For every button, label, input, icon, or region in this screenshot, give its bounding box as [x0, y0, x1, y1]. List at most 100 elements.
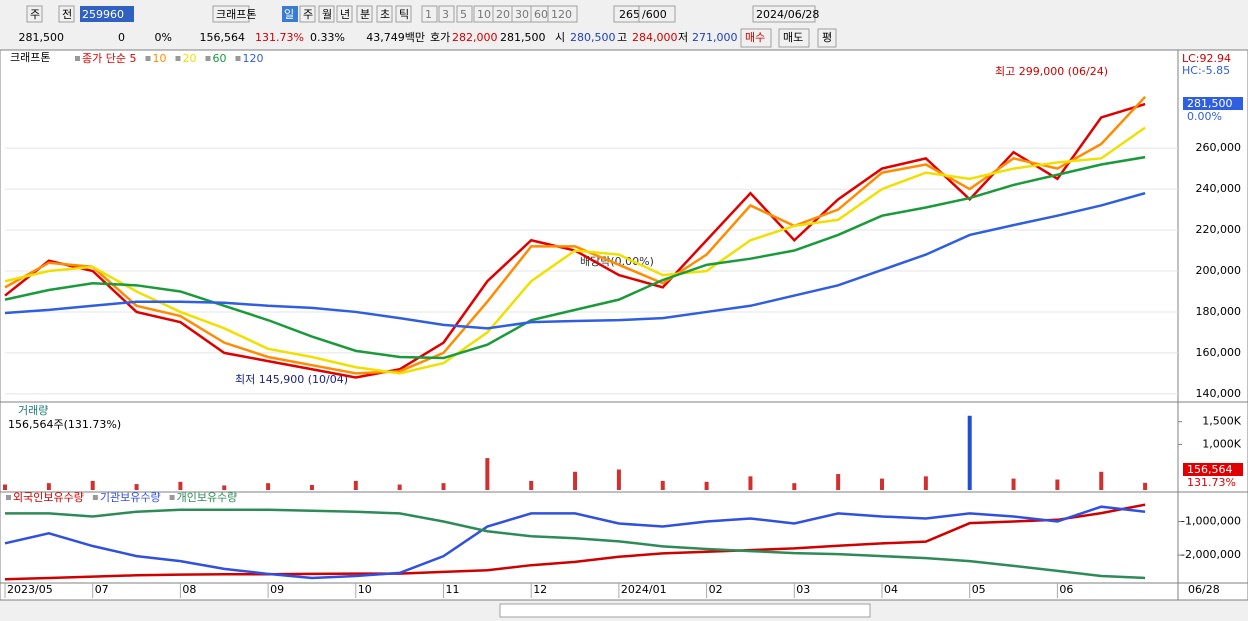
toolbar-button[interactable]	[438, 5, 455, 23]
toolbar-button[interactable]	[547, 5, 578, 23]
toolbar-item[interactable]: 주	[303, 8, 313, 21]
legend-marker	[6, 495, 11, 500]
x-tick-label: 09	[270, 583, 284, 596]
toolbar-item[interactable]: 틱	[399, 8, 409, 21]
legend-entry[interactable]: 개인보유수량	[177, 491, 238, 504]
volume-bar	[441, 483, 446, 490]
volume-bar	[46, 483, 51, 490]
x-tick-label: 07	[95, 583, 109, 596]
order-button[interactable]	[778, 28, 810, 48]
toolbar-item[interactable]: 분	[360, 8, 370, 21]
quote-item: 131.73%	[255, 31, 304, 44]
toolbar-button[interactable]	[336, 5, 353, 23]
chart-frame	[0, 49, 1248, 601]
toolbar-button[interactable]	[752, 5, 816, 23]
toolbar-item[interactable]: 10	[477, 8, 491, 21]
series-line	[4, 96, 1147, 375]
toolbar-item[interactable]: 20	[496, 8, 510, 21]
toolbar-button[interactable]	[356, 5, 373, 23]
volume-bar	[1099, 471, 1104, 490]
volume-bar	[923, 476, 928, 490]
current-change: 0.00%	[1187, 110, 1222, 123]
toolbar-item[interactable]: 2024/06/28	[756, 8, 819, 21]
scroll-track[interactable]	[499, 603, 871, 618]
toolbar-item[interactable]: 전	[62, 8, 72, 21]
toolbar-item[interactable]: 초	[380, 8, 390, 21]
legend-marker	[92, 495, 98, 500]
current-volume-box	[1183, 463, 1243, 476]
legend-marker	[145, 56, 151, 61]
volume-bar	[967, 415, 972, 490]
quote-item: 0%	[155, 31, 172, 44]
legend-entry[interactable]: 10	[152, 52, 166, 65]
quote-item: 고	[617, 31, 627, 44]
volume-bar	[90, 480, 95, 490]
toolbar-item[interactable]: 년	[340, 8, 350, 21]
y-tick-label: -1,000,000	[1181, 514, 1241, 527]
y-tick-label: 1,500K	[1202, 415, 1241, 428]
quote-item: 156,564	[200, 31, 246, 44]
toolbar-item[interactable]: 5	[460, 8, 467, 21]
toolbar-button[interactable]	[299, 5, 316, 23]
toolbar-item[interactable]: 259960	[82, 8, 124, 21]
quote-item[interactable]: 평	[822, 31, 832, 44]
x-tick-label: 10	[358, 583, 372, 596]
y-tick-label: -2,000,000	[1181, 548, 1241, 561]
volume-bar	[792, 483, 797, 490]
toolbar-item[interactable]: 주	[30, 8, 40, 21]
legend-marker	[175, 56, 181, 61]
legend-marker	[235, 56, 241, 61]
volume-bar	[836, 474, 841, 490]
quote-item: 저	[678, 31, 688, 44]
x-tick-label: 2024/01	[621, 583, 667, 596]
toolbar-button[interactable]	[26, 5, 43, 23]
last-date: 06/28	[1188, 583, 1220, 596]
toolbar-item[interactable]: 월	[322, 8, 332, 21]
legend-entry[interactable]: 기관보유수량	[100, 491, 161, 504]
quote-item[interactable]: 매수	[745, 31, 765, 44]
toolbar-button[interactable]	[421, 5, 438, 23]
toolbar-button[interactable]	[638, 5, 676, 23]
volume-bar	[1011, 478, 1016, 490]
order-button[interactable]	[817, 28, 837, 48]
toolbar-item[interactable]: 60	[534, 8, 548, 21]
quote-item: 280,500	[570, 31, 616, 44]
toolbar-item[interactable]: 265	[619, 8, 640, 21]
quote-item: 0	[118, 31, 125, 44]
series-line	[4, 191, 1146, 330]
toolbar-item[interactable]: 30	[515, 8, 529, 21]
toolbar-button[interactable]	[376, 5, 393, 23]
quote-item: 시	[555, 31, 565, 44]
toolbar-item[interactable]: 3	[442, 8, 449, 21]
volume-change: 131.73%	[1187, 476, 1236, 489]
quote-item[interactable]: 매도	[783, 31, 803, 44]
volume-bar	[266, 483, 271, 490]
volume-bar	[616, 469, 621, 490]
toolbar-button[interactable]	[58, 5, 75, 23]
legend-entry[interactable]: 120	[242, 52, 263, 65]
toolbar-button[interactable]	[212, 5, 250, 23]
toolbar-button[interactable]	[395, 5, 412, 23]
legend-entry[interactable]: 종가 단순 5	[82, 52, 136, 65]
toolbar-button[interactable]	[456, 5, 473, 23]
y-tick-label: 140,000	[1196, 387, 1242, 400]
toolbar-button[interactable]	[318, 5, 335, 23]
toolbar-item[interactable]: /600	[642, 8, 667, 21]
volume-bar	[529, 480, 534, 490]
toolbar-item[interactable]: 120	[551, 8, 572, 21]
toolbar-item[interactable]: 크래프톤	[216, 8, 256, 21]
order-button[interactable]	[740, 28, 772, 48]
quote-item: 284,000	[632, 31, 678, 44]
volume-bar	[485, 458, 490, 490]
legend-entry[interactable]: 20	[182, 52, 196, 65]
legend-entry[interactable]: 60	[212, 52, 226, 65]
legend-entry[interactable]: 외국인보유수량	[13, 491, 84, 504]
y-tick-label: 180,000	[1196, 305, 1242, 318]
toolbar-item[interactable]: 일	[284, 7, 294, 21]
volume-bar	[309, 484, 314, 490]
toolbar-item[interactable]: 1	[425, 8, 432, 21]
x-tick-label: 08	[182, 583, 196, 596]
volume-bar	[1055, 479, 1060, 490]
